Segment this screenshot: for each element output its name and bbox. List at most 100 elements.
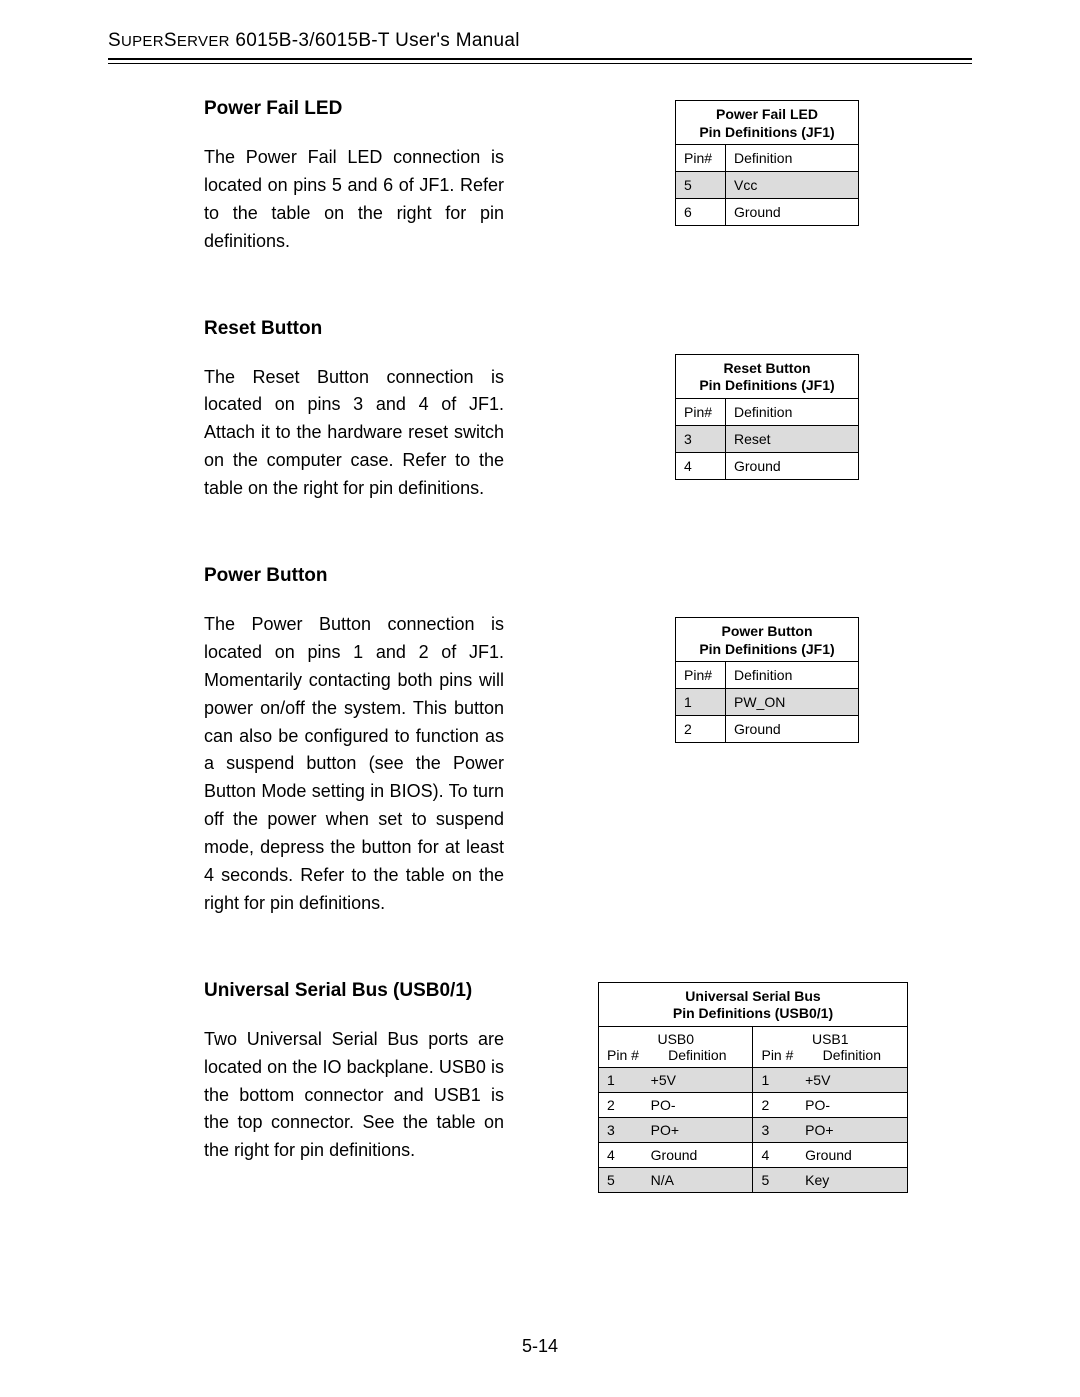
header-s1: S xyxy=(108,30,121,51)
page-content: Power Fail LED The Power Fail LED connec… xyxy=(108,98,972,1193)
cell-pin: 2 xyxy=(676,716,726,743)
title-line2: Pin Definitions (USB0/1) xyxy=(673,1005,833,1021)
col-pin: Pin# xyxy=(676,662,726,689)
table-row: 1 PW_ON xyxy=(676,689,859,716)
text-column: Power Button The Power Button connection… xyxy=(204,565,504,918)
col-pin: Pin# xyxy=(676,145,726,172)
cell: PO- xyxy=(643,1092,753,1117)
section-body: The Power Fail LED connection is located… xyxy=(204,144,504,256)
section-heading: Universal Serial Bus (USB0/1) xyxy=(204,980,504,1002)
table-row: 3 PO+ 3 PO+ xyxy=(599,1117,908,1142)
usb-table: Universal Serial Bus Pin Definitions (US… xyxy=(598,982,908,1193)
title-line1: Power Button xyxy=(722,623,813,639)
usb1-label: USB1 xyxy=(812,1031,849,1047)
col-pin: Pin # xyxy=(607,1047,639,1063)
cell-pin: 6 xyxy=(676,199,726,226)
power-button-table: Power Button Pin Definitions (JF1) Pin# … xyxy=(675,617,859,743)
col-def: Definition xyxy=(668,1047,744,1063)
page-number: 5-14 xyxy=(0,1336,1080,1357)
text-column: Universal Serial Bus (USB0/1) Two Univer… xyxy=(204,980,504,1165)
section-heading: Power Button xyxy=(204,565,504,587)
title-line1: Universal Serial Bus xyxy=(685,988,820,1004)
power-fail-table: Power Fail LED Pin Definitions (JF1) Pin… xyxy=(675,100,859,226)
cell: 2 xyxy=(599,1092,643,1117)
table-title: Universal Serial Bus Pin Definitions (US… xyxy=(599,982,908,1026)
section-body: Two Universal Serial Bus ports are locat… xyxy=(204,1026,504,1165)
col-def: Definition xyxy=(823,1047,899,1063)
cell: PO+ xyxy=(797,1117,907,1142)
cell: +5V xyxy=(797,1067,907,1092)
cell: 5 xyxy=(753,1167,797,1192)
col-def: Definition xyxy=(726,662,859,689)
section-body: The Power Button connection is located o… xyxy=(204,611,504,918)
table-title: Reset Button Pin Definitions (JF1) xyxy=(676,354,859,398)
title-line2: Pin Definitions (JF1) xyxy=(699,124,834,140)
cell-def: PW_ON xyxy=(726,689,859,716)
table-column: Reset Button Pin Definitions (JF1) Pin# … xyxy=(562,318,972,480)
section-usb: Universal Serial Bus (USB0/1) Two Univer… xyxy=(204,980,972,1193)
header-rule xyxy=(108,58,972,64)
cell: 4 xyxy=(599,1142,643,1167)
page-header: SUPERSERVER 6015B-3/6015B-T User's Manua… xyxy=(108,30,972,58)
table-row: 1 +5V 1 +5V xyxy=(599,1067,908,1092)
col-pin: Pin# xyxy=(676,398,726,425)
col-def: Definition xyxy=(726,398,859,425)
section-heading: Power Fail LED xyxy=(204,98,504,120)
cell: Ground xyxy=(643,1142,753,1167)
section-power-fail: Power Fail LED The Power Fail LED connec… xyxy=(204,98,972,256)
cell-def: Vcc xyxy=(726,172,859,199)
cell-def: Ground xyxy=(726,452,859,479)
table-row: 6 Ground xyxy=(676,199,859,226)
table-row: 4 Ground 4 Ground xyxy=(599,1142,908,1167)
cell: 3 xyxy=(599,1117,643,1142)
section-heading: Reset Button xyxy=(204,318,504,340)
col-pin: Pin # xyxy=(761,1047,793,1063)
cell: Ground xyxy=(797,1142,907,1167)
cell: +5V xyxy=(643,1067,753,1092)
col-def: Definition xyxy=(726,145,859,172)
cell-def: Ground xyxy=(726,199,859,226)
usb0-label: USB0 xyxy=(657,1031,694,1047)
reset-table: Reset Button Pin Definitions (JF1) Pin# … xyxy=(675,354,859,480)
title-line2: Pin Definitions (JF1) xyxy=(699,641,834,657)
text-column: Reset Button The Reset Button connection… xyxy=(204,318,504,503)
cell-pin: 3 xyxy=(676,425,726,452)
cell-def: Reset xyxy=(726,425,859,452)
text-column: Power Fail LED The Power Fail LED connec… xyxy=(204,98,504,256)
table-title: Power Fail LED Pin Definitions (JF1) xyxy=(676,101,859,145)
section-power-button: Power Button The Power Button connection… xyxy=(204,565,972,918)
cell: Key xyxy=(797,1167,907,1192)
table-title: Power Button Pin Definitions (JF1) xyxy=(676,618,859,662)
title-line1: Power Fail LED xyxy=(716,106,818,122)
header-w1: UPER xyxy=(121,33,164,50)
cell: PO- xyxy=(797,1092,907,1117)
cell-def: Ground xyxy=(726,716,859,743)
table-column: Power Button Pin Definitions (JF1) Pin# … xyxy=(562,565,972,743)
title-line2: Pin Definitions (JF1) xyxy=(699,377,834,393)
cell-pin: 4 xyxy=(676,452,726,479)
cell: 1 xyxy=(753,1067,797,1092)
table-row: 4 Ground xyxy=(676,452,859,479)
cell: 1 xyxy=(599,1067,643,1092)
cell: PO+ xyxy=(643,1117,753,1142)
table-row: 2 PO- 2 PO- xyxy=(599,1092,908,1117)
title-line1: Reset Button xyxy=(723,360,810,376)
cell: 5 xyxy=(599,1167,643,1192)
header-w2: ERVER xyxy=(177,33,230,50)
table-row: 2 Ground xyxy=(676,716,859,743)
table-column: Universal Serial Bus Pin Definitions (US… xyxy=(534,980,972,1193)
header-s2: S xyxy=(164,30,177,51)
cell-pin: 5 xyxy=(676,172,726,199)
table-row: 5 N/A 5 Key xyxy=(599,1167,908,1192)
table-row: 5 Vcc xyxy=(676,172,859,199)
cell: 2 xyxy=(753,1092,797,1117)
header-rest: 6015B-3/6015B-T User's Manual xyxy=(230,30,520,51)
cell-pin: 1 xyxy=(676,689,726,716)
table-column: Power Fail LED Pin Definitions (JF1) Pin… xyxy=(562,98,972,226)
cell: N/A xyxy=(643,1167,753,1192)
section-body: The Reset Button connection is located o… xyxy=(204,364,504,503)
cell: 4 xyxy=(753,1142,797,1167)
table-row: 3 Reset xyxy=(676,425,859,452)
usb1-header: USB1 Pin # Definition xyxy=(753,1026,908,1067)
usb0-header: USB0 Pin # Definition xyxy=(599,1026,753,1067)
